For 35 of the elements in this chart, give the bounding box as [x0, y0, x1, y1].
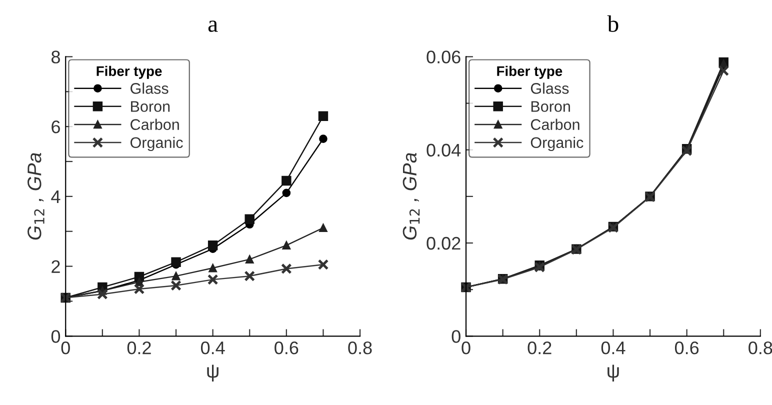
y-tick-label: 0 — [452, 330, 460, 343]
x-tick-label: 0 — [61, 341, 70, 354]
chart-title: a — [208, 20, 218, 32]
legend-label: Glass — [130, 82, 168, 94]
y-tick-label: 4 — [51, 190, 60, 203]
chart-title: b — [607, 15, 618, 32]
y-tick-label: 6 — [52, 120, 60, 134]
legend-title: Fiber type — [497, 66, 562, 79]
y-tick-label: 0.06 — [426, 50, 460, 64]
x-tick-label: 0.2 — [528, 341, 552, 354]
y-tick-label: 8 — [52, 50, 60, 64]
x-tick-label: 0.8 — [348, 341, 372, 354]
x-tick-label: 0.6 — [674, 341, 699, 354]
y-tick-label: 2 — [52, 260, 60, 273]
legend-label: Carbon — [530, 118, 580, 130]
legend-label: Organic — [530, 136, 584, 152]
x-axis-title: ψ — [608, 364, 619, 382]
y-axis-title: G$_{12}$ , GPa — [28, 152, 44, 240]
legend-label: Boron — [531, 101, 570, 112]
y-tick-label: 0.04 — [426, 144, 461, 157]
x-tick-label: 0.8 — [748, 341, 772, 354]
x-tick-label: 0.4 — [601, 341, 626, 354]
legend-label: Boron — [131, 101, 170, 112]
x-tick-label: 0 — [462, 341, 470, 354]
legend-label: Carbon — [130, 118, 179, 130]
y-tick-label: 0 — [51, 330, 60, 343]
x-axis-title: ψ — [207, 364, 218, 382]
y-axis-title: G$_{12}$ , GPa — [402, 152, 420, 240]
legend-title: Fiber type — [96, 66, 162, 79]
legend-label: Glass — [530, 82, 569, 94]
x-tick-label: 0.6 — [274, 341, 298, 354]
x-tick-label: 0.2 — [127, 341, 151, 354]
legend-label: Organic — [130, 136, 183, 152]
y-tick-label: 0.02 — [426, 236, 460, 250]
x-tick-label: 0.4 — [200, 341, 225, 354]
